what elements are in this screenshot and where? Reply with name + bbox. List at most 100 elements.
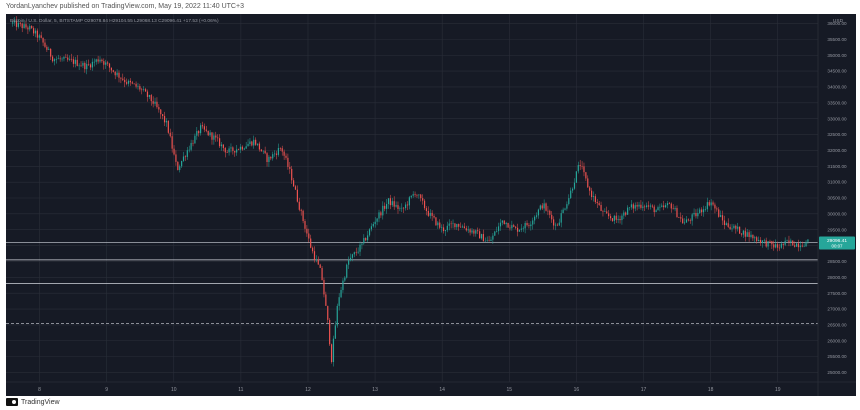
- candle-body: [48, 48, 50, 50]
- candle-body: [701, 209, 703, 213]
- candle-body: [384, 205, 386, 209]
- candle-body: [91, 61, 94, 68]
- candle-body: [661, 205, 663, 207]
- candle-body: [395, 205, 397, 207]
- candle-body: [255, 139, 257, 145]
- chart-area[interactable]: 25000.00 25500.00 26000.00 26500.00 27000.00…: [6, 14, 856, 396]
- candle-body: [484, 240, 486, 242]
- candle-body: [664, 205, 667, 208]
- candle-body: [456, 224, 458, 228]
- candle-body: [706, 202, 708, 210]
- candle-body: [773, 244, 775, 248]
- candle-body: [289, 166, 291, 169]
- candle-body: [129, 80, 131, 83]
- candle-body: [93, 61, 95, 63]
- candle-body: [97, 59, 99, 62]
- candle-body: [99, 59, 101, 62]
- candle-body: [699, 209, 701, 213]
- candle-body: [380, 212, 382, 216]
- candle-body: [300, 209, 302, 211]
- candle-body: [501, 220, 503, 223]
- candle-body: [177, 161, 179, 171]
- x-tick-label: 16: [574, 387, 580, 393]
- candle-body: [131, 82, 133, 84]
- y-tick-label: 28000.00: [827, 275, 847, 280]
- candle-body: [160, 109, 162, 115]
- candle-body: [748, 232, 750, 238]
- candle-body: [12, 22, 14, 24]
- candle-body: [88, 63, 90, 65]
- candle-body: [579, 165, 581, 167]
- candle-body: [310, 238, 312, 248]
- candle-body: [353, 252, 355, 255]
- candle-body: [505, 222, 507, 225]
- candle-body: [124, 79, 126, 83]
- candle-body: [287, 157, 289, 167]
- price-chart[interactable]: 25000.00 25500.00 26000.00 26500.00 27000.00…: [6, 14, 856, 396]
- candle-body: [329, 319, 331, 345]
- footer: TradingView: [6, 398, 60, 406]
- candle-body: [551, 214, 553, 220]
- candle-body: [575, 171, 577, 183]
- candle-body: [167, 120, 169, 133]
- candle-body: [418, 194, 420, 196]
- x-tick-label: 15: [507, 387, 513, 393]
- candle-body: [241, 146, 243, 150]
- candle-body: [710, 202, 712, 206]
- candle-body: [277, 148, 280, 155]
- candle-body: [763, 240, 765, 241]
- candle-body: [499, 222, 502, 227]
- candle-body: [761, 240, 763, 244]
- candle-body: [608, 213, 610, 217]
- candle-body: [427, 211, 429, 216]
- candle-body: [410, 195, 412, 198]
- candle-body: [475, 230, 477, 234]
- x-tick-label: 11: [238, 387, 243, 393]
- candle-body: [754, 237, 756, 239]
- y-tick-label: 26000.00: [827, 338, 847, 343]
- candle-body: [771, 241, 773, 245]
- candle-body: [209, 132, 211, 136]
- candle-body: [298, 201, 300, 210]
- x-tick-label: 17: [641, 387, 647, 393]
- candle-body: [389, 198, 391, 206]
- candle-body: [296, 189, 298, 202]
- candle-body: [408, 197, 410, 206]
- candle-body: [404, 204, 407, 209]
- candle-body: [587, 178, 589, 188]
- candle-body: [670, 203, 672, 209]
- candle-body: [247, 143, 249, 147]
- candle-body: [220, 144, 223, 147]
- candle-body: [642, 206, 644, 208]
- candle-body: [336, 305, 338, 326]
- candle-body: [171, 136, 173, 149]
- candle-body: [638, 204, 640, 207]
- candle-body: [737, 226, 739, 229]
- candle-body: [776, 244, 779, 248]
- candle-body: [488, 240, 490, 242]
- candle-body: [213, 135, 215, 140]
- y-tick-label: 34500.00: [827, 69, 847, 74]
- x-tick-label: 18: [708, 387, 714, 393]
- candle-body: [556, 224, 559, 226]
- candle-body: [67, 57, 69, 60]
- candle-body: [465, 228, 467, 231]
- tradingview-logo-icon: [6, 398, 18, 406]
- candle-body: [17, 22, 20, 27]
- candle-body: [562, 209, 564, 214]
- candle-body: [807, 239, 809, 242]
- candle-body: [547, 210, 549, 212]
- candle-body: [414, 194, 416, 195]
- candle-body: [196, 131, 198, 136]
- candle-body: [450, 223, 452, 225]
- candle-body: [279, 148, 281, 149]
- currency-label: USD: [833, 18, 844, 24]
- candle-body: [205, 129, 207, 131]
- candle-body: [32, 28, 35, 34]
- candle-body: [133, 83, 135, 85]
- candle-body: [143, 89, 145, 90]
- candle-body: [40, 35, 42, 38]
- candle-body: [478, 231, 481, 239]
- candle-body: [625, 212, 627, 215]
- candles: [12, 16, 809, 367]
